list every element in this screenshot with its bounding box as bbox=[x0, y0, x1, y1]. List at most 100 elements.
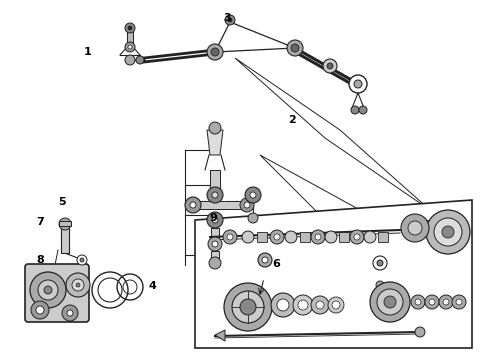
Circle shape bbox=[207, 187, 223, 203]
Circle shape bbox=[36, 306, 44, 314]
Circle shape bbox=[354, 80, 362, 88]
Circle shape bbox=[77, 255, 87, 265]
Circle shape bbox=[359, 106, 367, 114]
Circle shape bbox=[349, 75, 367, 93]
Circle shape bbox=[62, 305, 78, 321]
Text: 6: 6 bbox=[272, 259, 280, 269]
Circle shape bbox=[429, 299, 435, 305]
Bar bbox=[211, 228, 219, 242]
Circle shape bbox=[327, 63, 333, 69]
Circle shape bbox=[370, 282, 410, 322]
Circle shape bbox=[270, 230, 284, 244]
Circle shape bbox=[315, 234, 321, 240]
Circle shape bbox=[72, 279, 84, 291]
Circle shape bbox=[376, 281, 384, 289]
Circle shape bbox=[291, 44, 299, 52]
Circle shape bbox=[240, 299, 256, 315]
Circle shape bbox=[212, 192, 218, 198]
Circle shape bbox=[232, 291, 264, 323]
Text: 7: 7 bbox=[36, 217, 44, 227]
Circle shape bbox=[128, 26, 132, 30]
Circle shape bbox=[377, 289, 403, 315]
Circle shape bbox=[350, 230, 364, 244]
Bar bbox=[61, 225, 69, 253]
Bar bbox=[257, 232, 267, 242]
Circle shape bbox=[31, 301, 49, 319]
Circle shape bbox=[66, 273, 90, 297]
Circle shape bbox=[227, 234, 233, 240]
Text: 3: 3 bbox=[223, 13, 231, 23]
Polygon shape bbox=[215, 330, 225, 341]
Circle shape bbox=[262, 257, 268, 263]
Text: 9: 9 bbox=[209, 213, 217, 223]
Circle shape bbox=[240, 198, 254, 212]
Circle shape bbox=[245, 187, 261, 203]
Circle shape bbox=[277, 299, 289, 311]
Circle shape bbox=[207, 212, 223, 228]
Circle shape bbox=[38, 280, 58, 300]
Circle shape bbox=[212, 217, 218, 223]
Text: 1: 1 bbox=[84, 47, 92, 57]
Circle shape bbox=[80, 258, 84, 262]
FancyBboxPatch shape bbox=[25, 264, 89, 322]
Bar bbox=[415, 220, 445, 236]
Circle shape bbox=[287, 40, 303, 56]
Bar bbox=[339, 232, 349, 242]
Circle shape bbox=[92, 272, 128, 308]
Circle shape bbox=[452, 295, 466, 309]
Circle shape bbox=[311, 296, 329, 314]
Circle shape bbox=[244, 202, 250, 208]
Polygon shape bbox=[207, 130, 223, 155]
Circle shape bbox=[298, 300, 308, 310]
Circle shape bbox=[212, 241, 218, 247]
Circle shape bbox=[185, 197, 201, 213]
Circle shape bbox=[225, 15, 235, 25]
Circle shape bbox=[30, 272, 66, 308]
Bar bbox=[211, 251, 219, 261]
Circle shape bbox=[125, 23, 135, 33]
Polygon shape bbox=[195, 200, 472, 348]
Bar bbox=[300, 232, 310, 242]
Bar bbox=[127, 28, 133, 44]
Circle shape bbox=[311, 230, 325, 244]
Text: 2: 2 bbox=[288, 115, 296, 125]
Circle shape bbox=[373, 256, 387, 270]
Circle shape bbox=[411, 295, 425, 309]
Circle shape bbox=[443, 299, 449, 305]
Circle shape bbox=[228, 18, 232, 22]
Circle shape bbox=[190, 202, 196, 208]
Text: 8: 8 bbox=[36, 255, 44, 265]
Circle shape bbox=[377, 260, 383, 266]
Circle shape bbox=[44, 286, 52, 294]
Circle shape bbox=[248, 213, 258, 223]
Circle shape bbox=[316, 301, 324, 309]
Circle shape bbox=[285, 231, 297, 243]
Circle shape bbox=[439, 295, 453, 309]
Circle shape bbox=[209, 257, 221, 269]
Circle shape bbox=[274, 234, 280, 240]
Circle shape bbox=[323, 59, 337, 73]
Circle shape bbox=[425, 295, 439, 309]
Bar bbox=[193, 201, 247, 209]
Circle shape bbox=[258, 253, 272, 267]
Circle shape bbox=[207, 44, 223, 60]
Circle shape bbox=[415, 299, 421, 305]
Circle shape bbox=[125, 42, 135, 52]
Circle shape bbox=[136, 56, 144, 64]
Circle shape bbox=[293, 295, 313, 315]
Circle shape bbox=[351, 106, 359, 114]
Text: 5: 5 bbox=[58, 197, 66, 207]
Circle shape bbox=[271, 293, 295, 317]
Circle shape bbox=[325, 231, 337, 243]
Circle shape bbox=[364, 231, 376, 243]
Circle shape bbox=[442, 226, 454, 238]
Bar bbox=[210, 170, 220, 190]
Circle shape bbox=[332, 301, 340, 309]
Circle shape bbox=[223, 230, 237, 244]
Circle shape bbox=[434, 218, 462, 246]
Circle shape bbox=[250, 192, 256, 198]
Bar bbox=[59, 221, 71, 226]
Circle shape bbox=[354, 234, 360, 240]
Circle shape bbox=[59, 218, 71, 230]
Circle shape bbox=[211, 48, 219, 56]
